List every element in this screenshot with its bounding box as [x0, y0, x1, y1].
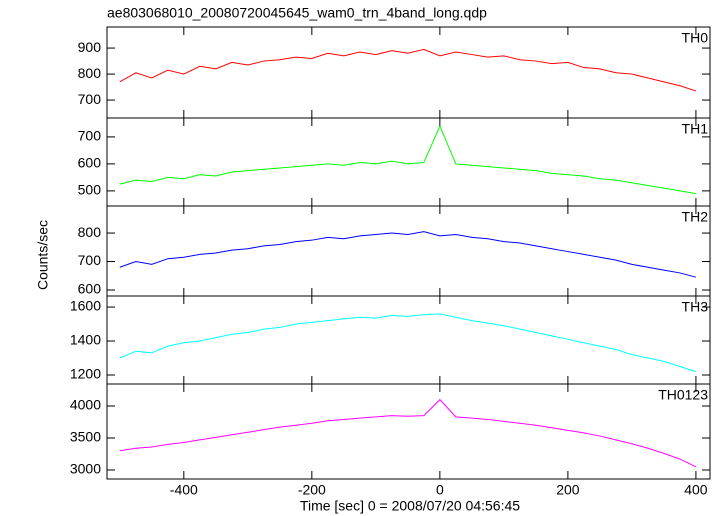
x-tick-label: 400 — [684, 482, 708, 498]
x-tick-label: 200 — [556, 482, 580, 498]
panel-frame — [106, 205, 711, 297]
y-tick-label: 1600 — [70, 298, 101, 314]
data-line — [119, 313, 697, 373]
data-line — [119, 231, 697, 278]
panel-label: TH0 — [682, 30, 709, 46]
y-tick-label: 900 — [78, 39, 102, 55]
y-tick-label: 1200 — [70, 366, 101, 382]
panel-frame — [106, 295, 711, 385]
y-tick-label: 4000 — [70, 397, 101, 413]
y-tick-label: 700 — [78, 128, 102, 144]
panel-frame — [106, 26, 711, 119]
y-tick-label: 500 — [78, 182, 102, 198]
x-tick-label: 0 — [436, 482, 444, 498]
panel-label: TH2 — [682, 209, 709, 225]
data-line — [119, 124, 697, 195]
y-axis-label: Counts/sec — [35, 220, 51, 290]
y-tick-label: 800 — [78, 65, 102, 81]
y-tick-label: 800 — [78, 224, 102, 240]
y-tick-label: 700 — [78, 252, 102, 268]
panel-label: TH1 — [682, 121, 709, 137]
y-tick-label: 700 — [78, 91, 102, 107]
y-tick-label: 3000 — [70, 461, 101, 477]
y-tick-label: 600 — [78, 155, 102, 171]
panel-frame — [106, 383, 711, 480]
y-tick-label: 600 — [78, 281, 102, 297]
data-line — [119, 48, 697, 92]
y-tick-label: 1400 — [70, 332, 101, 348]
panel-label: TH0123 — [658, 387, 708, 403]
panel-frame — [106, 117, 711, 207]
x-tick-label: -200 — [298, 482, 326, 498]
data-line — [119, 398, 697, 468]
panel-label: TH3 — [682, 299, 709, 315]
chart-title: ae803068010_20080720045645_wam0_trn_4ban… — [107, 5, 487, 21]
y-tick-label: 3500 — [70, 429, 101, 445]
x-axis-label: Time [sec] 0 = 2008/07/20 04:56:45 — [300, 498, 520, 514]
x-tick-label: -400 — [170, 482, 198, 498]
